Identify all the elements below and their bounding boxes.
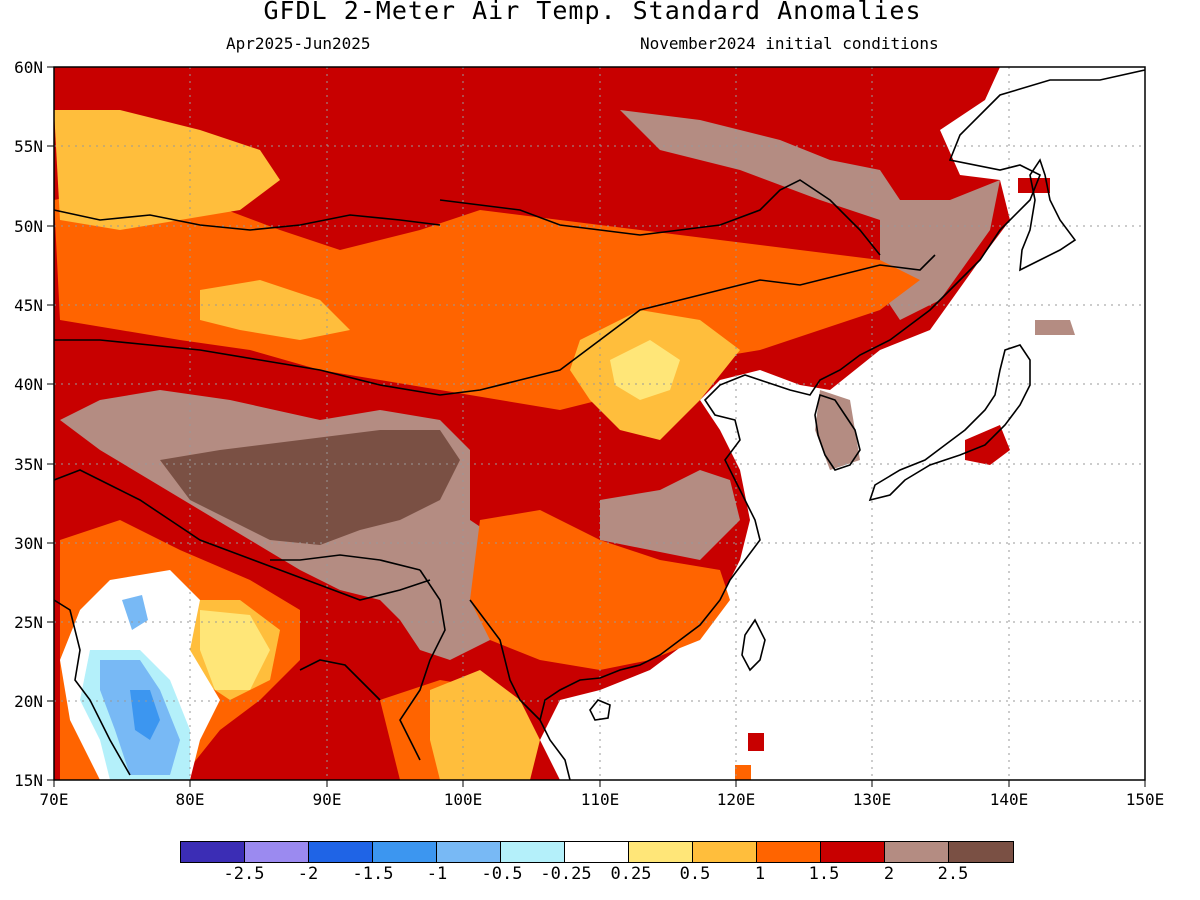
colorbar-label: 1.5 (808, 864, 840, 884)
colorbar-swatch (309, 842, 373, 862)
lon-label: 130E (852, 790, 892, 809)
hokkaido-anomaly (1018, 178, 1050, 193)
anomaly-1-region (54, 110, 280, 230)
lon-label: 70E (39, 790, 69, 809)
map-title: GFDL 2-Meter Air Temp. Standard Anomalie… (263, 0, 922, 25)
colorbar-label: 2.5 (937, 864, 969, 884)
colorbar-label: 2 (883, 864, 895, 884)
lon-label: 100E (443, 790, 483, 809)
colorbar-swatch (629, 842, 693, 862)
colorbar-label: 0.5 (679, 864, 711, 884)
anomaly-neg1-region (122, 595, 148, 630)
lon-label: 140E (989, 790, 1029, 809)
lon-label: 150E (1125, 790, 1165, 809)
lat-label: 30N (14, 534, 43, 553)
korea-anomaly (815, 390, 860, 470)
colorbar-swatch (245, 842, 309, 862)
axis-ticks (47, 66, 1146, 787)
colorbar-label: -0.25 (540, 864, 592, 884)
colorbar-label: -2.5 (223, 864, 265, 884)
lon-label: 120E (716, 790, 756, 809)
colorbar-label: -1.5 (352, 864, 394, 884)
colorbar-swatch (501, 842, 565, 862)
anomaly-05-region (610, 340, 680, 400)
japan-anomaly (965, 425, 1010, 465)
colorbar-swatch (949, 842, 1013, 862)
colorbar-swatch (437, 842, 501, 862)
colorbar-swatch (373, 842, 437, 862)
colorbar-label: -2 (297, 864, 319, 884)
anomaly-1-region (200, 280, 350, 340)
anomaly-25-region (600, 470, 740, 560)
colorbar-swatch (821, 842, 885, 862)
lat-label: 15N (14, 771, 43, 790)
colorbar-label: -0.5 (481, 864, 523, 884)
lon-label: 80E (175, 790, 205, 809)
lat-label: 45N (14, 296, 43, 315)
colorbar-swatch (693, 842, 757, 862)
colorbar (180, 841, 1014, 863)
lat-label: 25N (14, 613, 43, 632)
luzon-anomaly (735, 765, 751, 780)
anomaly-1-region (430, 670, 540, 780)
taiwan-anomaly (748, 733, 764, 751)
colorbar-label: -1 (426, 864, 448, 884)
anomaly-neg15-region (130, 690, 160, 740)
colorbar-label: 0.25 (610, 864, 652, 884)
colorbar-swatch (565, 842, 629, 862)
lat-label: 40N (14, 375, 43, 394)
lon-label: 90E (312, 790, 342, 809)
forecast-period: Apr2025-Jun2025 (226, 34, 371, 53)
colorbar-swatch (181, 842, 245, 862)
colorbar-label: 1 (754, 864, 766, 884)
lat-label: 50N (14, 217, 43, 236)
colorbar-swatch (885, 842, 949, 862)
lat-label: 55N (14, 137, 43, 156)
anomaly-15-region (470, 510, 730, 670)
coastlines (53, 69, 1146, 781)
initial-conditions: November2024 initial conditions (640, 34, 939, 53)
lat-label: 20N (14, 692, 43, 711)
anomaly-3-region (160, 430, 460, 545)
lon-label: 110E (580, 790, 620, 809)
anomaly-05-region (200, 610, 270, 690)
sakhalin-anomaly (1035, 320, 1075, 335)
colorbar-swatch (757, 842, 821, 862)
lat-label: 35N (14, 455, 43, 474)
lat-label: 60N (14, 58, 43, 77)
